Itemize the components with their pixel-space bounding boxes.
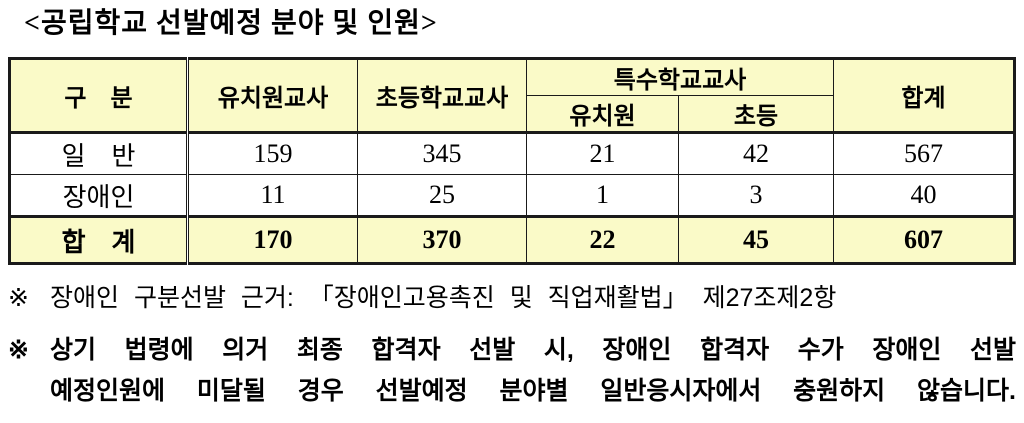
header-cell-elementary-teacher: 초등학교교사 — [357, 58, 527, 133]
cell-total-kindergarten: 170 — [187, 216, 358, 264]
header-cell-special-elementary: 초등 — [677, 95, 835, 133]
cell-general-special-elementary: 42 — [677, 132, 835, 175]
header-cell-category: 구 분 — [9, 58, 189, 133]
footnote-shortfall-policy: ※ 상기 법령에 의거 최종 합격자 선발 시, 장애인 합격자 수가 장애인 … — [8, 330, 1016, 412]
selection-quota-table: 구 분 유치원교사 초등학교교사 특수학교교사 합계 유치원 초등 일 반 15… — [8, 57, 1017, 265]
reference-mark-icon: ※ — [8, 284, 29, 312]
footnote-legal-basis-text: 장애인 구분선발 근거: 「장애인고용촉진 및 직업재활법」 제27조제2항 — [50, 284, 837, 312]
reference-mark-icon: ※ — [8, 336, 29, 364]
cell-general-total: 567 — [833, 132, 1016, 175]
header-cell-special-teacher: 특수학교교사 — [525, 58, 835, 96]
footnote-legal-basis: ※ 장애인 구분선발 근거: 「장애인고용촉진 및 직업재활법」 제27조제2항 — [8, 283, 1016, 313]
table-row-total: 합 계 170 370 22 45 607 — [9, 216, 1016, 264]
cell-disabled-kindergarten: 11 — [187, 174, 358, 217]
cell-disabled-special-elementary: 3 — [677, 174, 835, 217]
table-row-disabled: 장애인 11 25 1 3 40 — [9, 174, 1016, 217]
table-header: 구 분 유치원교사 초등학교교사 특수학교교사 합계 유치원 초등 — [9, 58, 1016, 133]
header-cell-kindergarten-teacher: 유치원교사 — [187, 58, 358, 133]
cell-general-kindergarten: 159 — [187, 132, 358, 175]
footnotes: ※ 장애인 구분선발 근거: 「장애인고용촉진 및 직업재활법」 제27조제2항… — [8, 283, 1016, 412]
table-row-general: 일 반 159 345 21 42 567 — [9, 132, 1016, 175]
row-label-total: 합 계 — [9, 216, 189, 264]
row-label-disabled: 장애인 — [9, 174, 189, 217]
cell-total-total: 607 — [833, 216, 1016, 264]
cell-total-special-elementary: 45 — [677, 216, 835, 264]
page-title: <공립학교 선발예정 분야 및 인원> — [24, 8, 438, 39]
footnote-shortfall-policy-line-2: 예정인원에 미달될 경우 선발예정 분야별 일반응시자에서 충원하지 않습니다. — [50, 377, 1016, 405]
cell-total-special-kindergarten: 22 — [526, 216, 679, 264]
cell-general-elementary: 345 — [357, 132, 527, 175]
row-label-general: 일 반 — [9, 132, 189, 175]
header-cell-total: 합계 — [833, 58, 1016, 133]
cell-disabled-total: 40 — [833, 174, 1016, 217]
cell-general-special-kindergarten: 21 — [526, 132, 679, 175]
header-cell-special-kindergarten: 유치원 — [526, 95, 679, 133]
cell-total-elementary: 370 — [357, 216, 527, 264]
footnote-shortfall-policy-line-1: 상기 법령에 의거 최종 합격자 선발 시, 장애인 합격자 수가 장애인 선발 — [50, 336, 1016, 364]
cell-disabled-special-kindergarten: 1 — [526, 174, 679, 217]
cell-disabled-elementary: 25 — [357, 174, 527, 217]
